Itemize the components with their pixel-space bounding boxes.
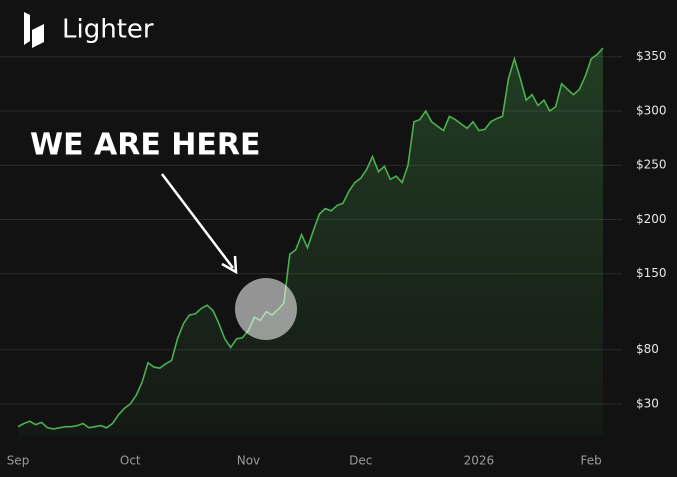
annotation: WE ARE HERE bbox=[30, 128, 260, 163]
x-tick-label: 2026 bbox=[464, 454, 495, 468]
y-tick-label: $300 bbox=[636, 103, 667, 117]
y-tick-label: $30 bbox=[636, 396, 659, 410]
x-tick-label: Feb bbox=[581, 454, 602, 468]
price-line bbox=[17, 47, 604, 430]
x-tick-label: Sep bbox=[7, 454, 30, 468]
area-fill bbox=[18, 48, 603, 437]
arrow-head bbox=[221, 255, 238, 275]
y-tick-label: $200 bbox=[636, 212, 667, 226]
brand-name: Lighter bbox=[62, 15, 154, 45]
y-tick-label: $80 bbox=[636, 342, 659, 356]
x-tick-label: Nov bbox=[237, 454, 260, 468]
highlight-circle bbox=[235, 278, 297, 340]
arrow-shaft bbox=[161, 173, 234, 269]
logo-icon bbox=[24, 12, 44, 48]
y-tick-label: $350 bbox=[636, 49, 667, 63]
y-tick-label: $150 bbox=[636, 266, 667, 280]
y-tick-label: $250 bbox=[636, 158, 667, 172]
x-tick-label: Oct bbox=[120, 454, 141, 468]
x-tick-label: Dec bbox=[349, 454, 372, 468]
